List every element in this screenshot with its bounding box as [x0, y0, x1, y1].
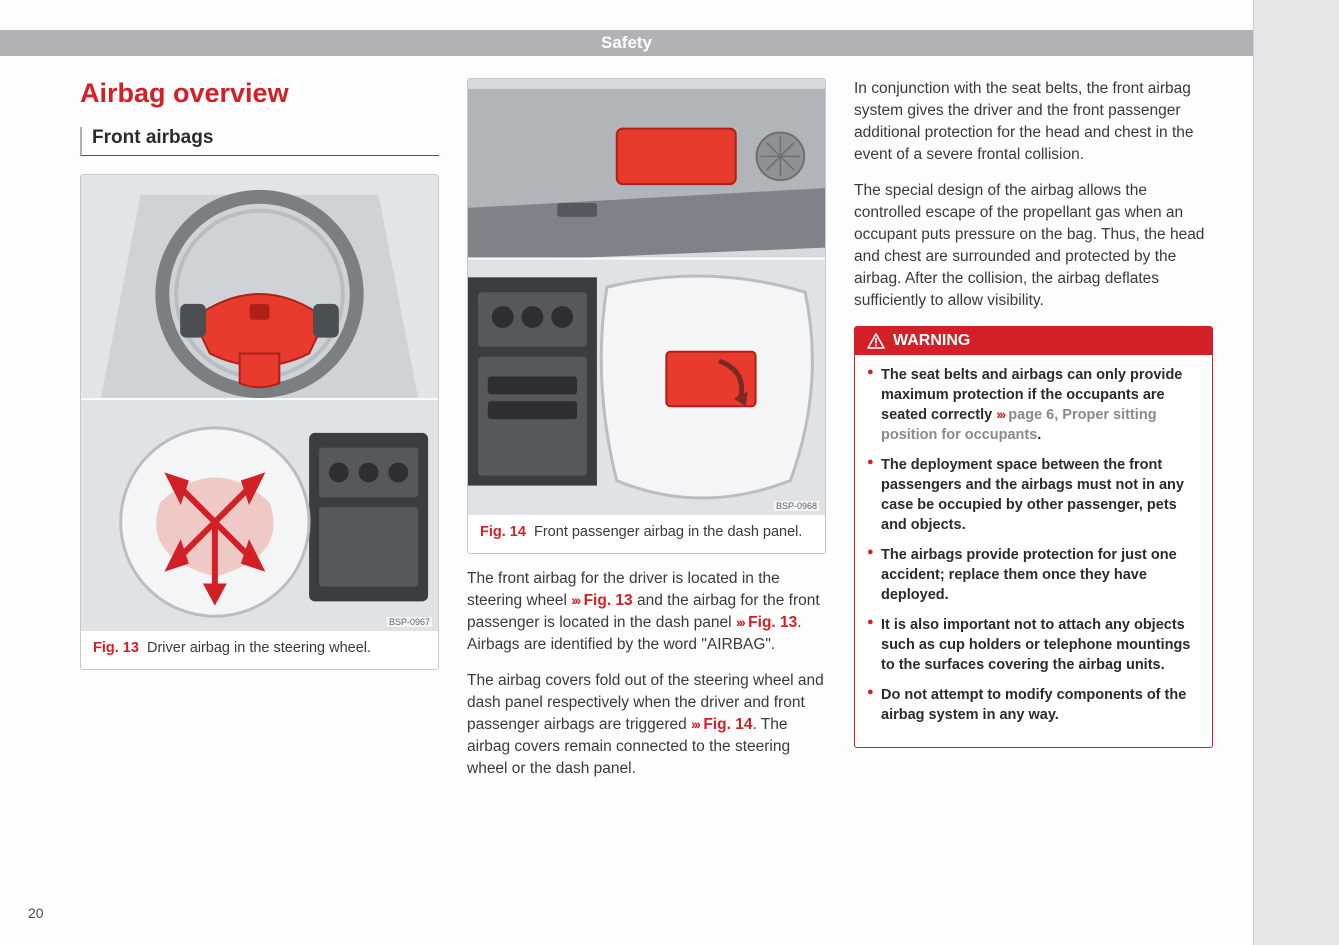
content-columns: Airbag overview Front airbags	[80, 78, 1213, 945]
warning-triangle-icon	[867, 333, 885, 349]
warning-item: The seat belts and airbags can only prov…	[867, 365, 1200, 445]
xref-arrow-icon: ›››	[571, 592, 579, 608]
xref-fig13-b[interactable]: Fig. 13	[748, 614, 797, 631]
warning-item-text: Do not attempt to modify components of t…	[881, 687, 1186, 723]
figure-14-image: BSP-0968	[468, 79, 825, 515]
figure-13-box: BSP-0967 Fig. 13 Driver airbag in the st…	[80, 174, 439, 670]
section-title: Airbag overview	[80, 78, 439, 109]
warning-title: WARNING	[893, 332, 970, 350]
xref-fig13-a[interactable]: Fig. 13	[584, 592, 633, 609]
figure-14-caption: Fig. 14 Front passenger airbag in the da…	[468, 515, 825, 553]
driver-airbag-illustration	[81, 175, 438, 631]
figure-14-imgid: BSP-0968	[774, 501, 819, 511]
figure-13-ref: Fig. 13	[93, 640, 139, 656]
warning-item-tail: .	[1037, 427, 1041, 443]
para-covers: The airbag covers fold out of the steeri…	[467, 670, 826, 780]
para-location: The front airbag for the driver is locat…	[467, 568, 826, 656]
column-3: In conjunction with the seat belts, the …	[854, 78, 1213, 945]
para-conjunction: In conjunction with the seat belts, the …	[854, 78, 1213, 166]
para-design: The special design of the airbag allows …	[854, 180, 1213, 312]
warning-item: Do not attempt to modify components of t…	[867, 685, 1200, 725]
warning-header: WARNING	[855, 327, 1212, 355]
xref-arrow-icon: ›››	[691, 716, 699, 732]
warning-item: The deployment space between the front p…	[867, 455, 1200, 535]
column-1: Airbag overview Front airbags	[80, 78, 439, 945]
page: Safety Airbag overview Front airbags	[0, 0, 1254, 945]
xref-arrow-icon: ›››	[996, 406, 1004, 422]
figure-13-caption-text: Driver airbag in the steering wheel.	[147, 640, 371, 656]
warning-item-text: The deployment space between the front p…	[881, 457, 1184, 533]
warning-item: It is also important not to attach any o…	[867, 615, 1200, 675]
figure-13-image: BSP-0967	[81, 175, 438, 631]
warning-list: The seat belts and airbags can only prov…	[855, 355, 1212, 747]
figure-14-ref: Fig. 14	[480, 524, 526, 540]
warning-item: The airbags provide protection for just …	[867, 545, 1200, 605]
figure-13-imgid: BSP-0967	[387, 617, 432, 627]
figure-14-box: BSP-0968 Fig. 14 Front passenger airbag …	[467, 78, 826, 554]
xref-arrow-icon: ›››	[736, 614, 744, 630]
figure-13-caption: Fig. 13 Driver airbag in the steering wh…	[81, 631, 438, 669]
passenger-airbag-illustration	[468, 79, 825, 515]
xref-fig14[interactable]: Fig. 14	[703, 716, 752, 733]
warning-box: WARNING The seat belts and airbags can o…	[854, 326, 1213, 748]
subsection-title: Front airbags	[80, 127, 439, 156]
page-number: 20	[28, 905, 44, 921]
figure-14-caption-text: Front passenger airbag in the dash panel…	[534, 524, 802, 540]
column-2: BSP-0968 Fig. 14 Front passenger airbag …	[467, 78, 826, 945]
chapter-header: Safety	[0, 30, 1253, 56]
warning-item-text: It is also important not to attach any o…	[881, 617, 1190, 673]
warning-item-text: The airbags provide protection for just …	[881, 547, 1177, 603]
